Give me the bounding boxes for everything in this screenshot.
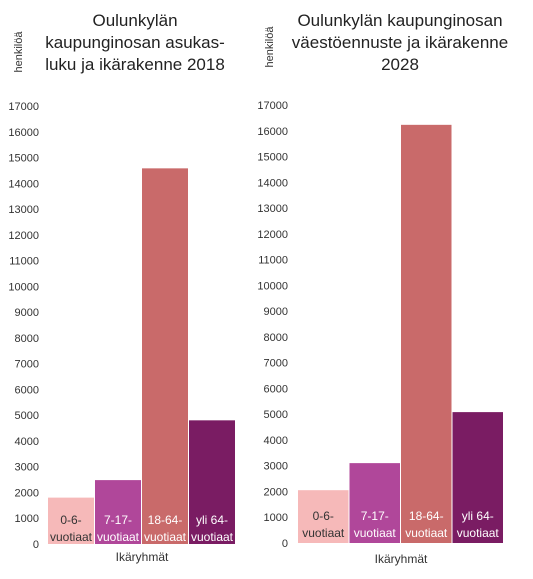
y-tick-label: 4000 bbox=[264, 435, 288, 447]
bar bbox=[452, 412, 503, 543]
y-axis-label: henkilöä bbox=[13, 31, 25, 73]
x-axis-label: Ikäryhmät bbox=[375, 552, 428, 566]
y-tick-label: 14000 bbox=[8, 178, 39, 190]
category-label: yli 64- bbox=[196, 513, 228, 527]
bar bbox=[298, 490, 349, 543]
chart-svg: henkilöä 0 1000 2000 3000 4000 5000 6000 7000 800… bbox=[8, 31, 235, 564]
y-tick-label: 8000 bbox=[15, 333, 39, 345]
y-tick-label: 5000 bbox=[264, 409, 288, 421]
y-tick-label: 9000 bbox=[15, 307, 39, 319]
y-tick-label: 4000 bbox=[15, 436, 39, 448]
y-tick-label: 10000 bbox=[257, 280, 288, 292]
y-tick-label: 10000 bbox=[8, 281, 39, 293]
y-tick-label: 0 bbox=[33, 539, 39, 551]
y-tick-label: 16000 bbox=[8, 127, 39, 139]
chart-2018: Oulunkylän kaupunginosan asukas- luku ja… bbox=[0, 0, 266, 574]
chart-title-line: väestöennuste ja ikärakenne bbox=[291, 33, 509, 52]
bar bbox=[142, 168, 188, 544]
y-tick-label: 2000 bbox=[264, 486, 288, 498]
chart-2028: Oulunkylän kaupunginosan väestöennuste j… bbox=[250, 0, 533, 574]
y-tick-label: 2000 bbox=[15, 487, 39, 499]
y-tick-label: 3000 bbox=[264, 461, 288, 473]
y-tick-label: 15000 bbox=[8, 153, 39, 165]
y-tick-label: 1000 bbox=[264, 512, 288, 524]
y-tick-label: 12000 bbox=[8, 230, 39, 242]
y-tick-label: 12000 bbox=[257, 229, 288, 241]
y-tick-label: 11000 bbox=[9, 256, 39, 268]
bar bbox=[95, 480, 141, 544]
chart-title-line: Oulunkylän kaupunginosan bbox=[297, 11, 503, 30]
y-tick-label: 5000 bbox=[15, 410, 39, 422]
y-tick-label: 3000 bbox=[15, 462, 39, 474]
category-label: vuotiaat bbox=[97, 530, 140, 544]
y-tick-label: 13000 bbox=[257, 203, 288, 215]
x-axis-label: Ikäryhmät bbox=[116, 550, 169, 564]
chart-title-line: kaupunginosan asukas- bbox=[45, 33, 225, 52]
chart-title: Oulunkylän kaupunginosan väestöennuste j… bbox=[275, 10, 525, 76]
y-tick-label: 7000 bbox=[15, 359, 39, 371]
bar bbox=[401, 124, 452, 544]
y-tick-label: 6000 bbox=[15, 384, 39, 396]
y-tick-label: 1000 bbox=[15, 513, 39, 525]
y-tick-label: 16000 bbox=[257, 126, 288, 138]
chart-title: Oulunkylän kaupunginosan asukas- luku ja… bbox=[30, 10, 240, 76]
chart-title-line: luku ja ikärakenne 2018 bbox=[45, 55, 225, 74]
category-label: vuotiaat bbox=[354, 526, 397, 540]
y-tick-label: 0 bbox=[282, 538, 288, 550]
category-label: vuotiaat bbox=[144, 530, 187, 544]
y-tick-label: 17000 bbox=[8, 101, 39, 113]
y-tick-label: 9000 bbox=[264, 306, 288, 318]
category-label: 0-6- bbox=[313, 509, 334, 523]
y-tick-label: 7000 bbox=[264, 358, 288, 370]
bar bbox=[48, 497, 94, 544]
y-tick-label: 8000 bbox=[264, 332, 288, 344]
category-label: 7-17- bbox=[104, 513, 132, 527]
y-tick-label: 13000 bbox=[8, 204, 39, 216]
category-label: 18-64- bbox=[409, 509, 444, 523]
category-label: 0-6- bbox=[60, 513, 81, 527]
y-tick-label: 14000 bbox=[257, 177, 288, 189]
y-tick-label: 6000 bbox=[264, 383, 288, 395]
category-label: vuotiaat bbox=[457, 526, 500, 540]
category-label: 18-64- bbox=[148, 513, 183, 527]
category-label: vuotiaat bbox=[50, 530, 93, 544]
y-axis-label: henkilöä bbox=[264, 26, 276, 68]
chart-svg: henkilöä 0 1000 2000 3000 4000 5000 6000 7000 800… bbox=[257, 26, 503, 566]
y-tick-label: 11000 bbox=[258, 255, 288, 267]
category-label: 7-17- bbox=[361, 509, 389, 523]
y-tick-label: 15000 bbox=[257, 152, 288, 164]
bar bbox=[189, 420, 235, 544]
category-label: vuotiaat bbox=[302, 526, 345, 540]
category-label: vuotiaat bbox=[405, 526, 448, 540]
y-tick-label: 17000 bbox=[257, 100, 288, 112]
chart-title-line: 2028 bbox=[381, 55, 419, 74]
category-label: yli 64- bbox=[462, 509, 494, 523]
category-label: vuotiaat bbox=[191, 530, 234, 544]
bar bbox=[349, 463, 400, 543]
chart-title-line: Oulunkylän bbox=[92, 11, 178, 30]
